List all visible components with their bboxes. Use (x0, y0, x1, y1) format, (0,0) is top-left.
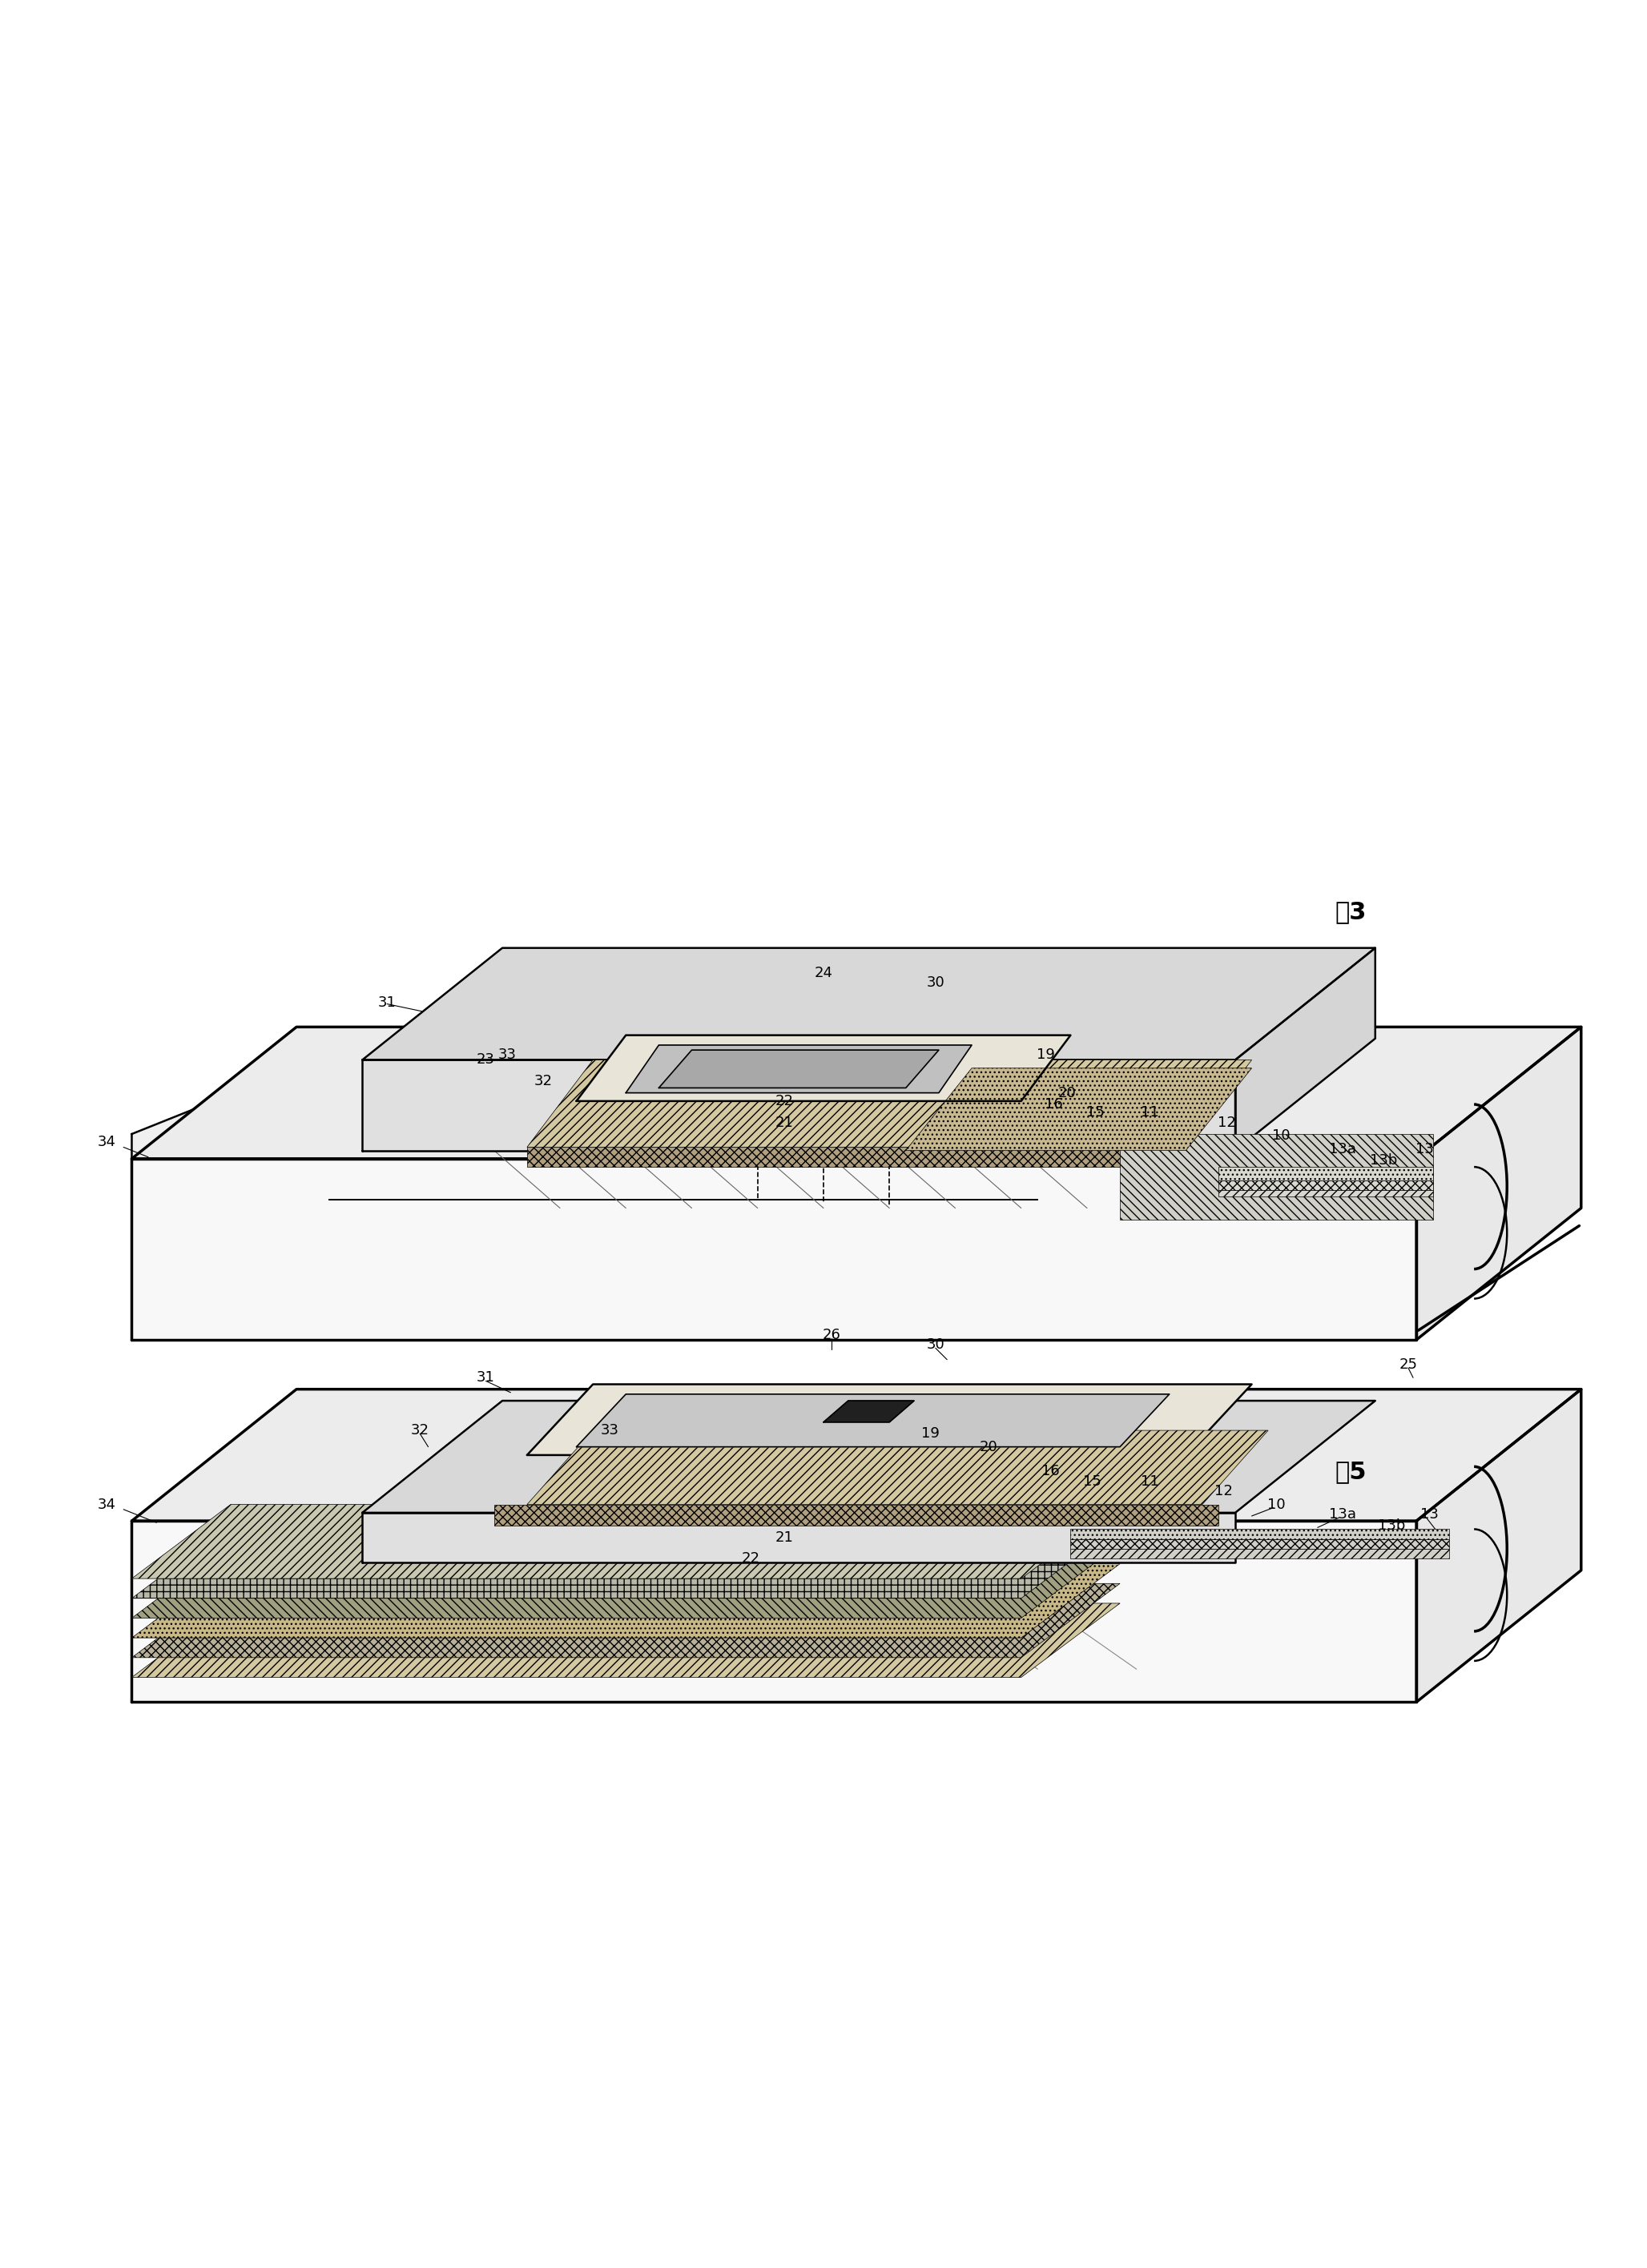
Text: 11: 11 (1140, 1474, 1159, 1488)
Text: 13b: 13b (1379, 1520, 1405, 1533)
Polygon shape (576, 1395, 1169, 1447)
Polygon shape (132, 1563, 1120, 1637)
Polygon shape (132, 1159, 1416, 1340)
Polygon shape (824, 1402, 914, 1422)
Polygon shape (1071, 1549, 1449, 1558)
Polygon shape (1416, 1390, 1581, 1701)
Text: 12: 12 (1217, 1116, 1237, 1129)
Polygon shape (1219, 1191, 1433, 1198)
Polygon shape (132, 1545, 1120, 1617)
Polygon shape (132, 1504, 1120, 1579)
Text: 16: 16 (1044, 1098, 1064, 1111)
Polygon shape (132, 1583, 1120, 1658)
Text: 33: 33 (600, 1424, 619, 1438)
Text: 25: 25 (1398, 1356, 1418, 1372)
Polygon shape (494, 1504, 1219, 1526)
Text: 34: 34 (97, 1134, 117, 1150)
Polygon shape (1071, 1540, 1449, 1549)
Text: 13b: 13b (1370, 1152, 1397, 1168)
Text: 12: 12 (1214, 1483, 1234, 1499)
Polygon shape (1416, 1027, 1581, 1340)
Polygon shape (659, 1050, 939, 1089)
Text: 10: 10 (1267, 1497, 1286, 1513)
Polygon shape (132, 1027, 1581, 1159)
Text: 19: 19 (921, 1427, 940, 1440)
Text: 32: 32 (410, 1424, 430, 1438)
Text: 22: 22 (774, 1093, 794, 1109)
Polygon shape (576, 1034, 1071, 1100)
Text: 10: 10 (1271, 1129, 1291, 1143)
Text: 13: 13 (1420, 1508, 1439, 1522)
Polygon shape (132, 1390, 1581, 1522)
Polygon shape (362, 948, 1375, 1059)
Text: 26: 26 (822, 1327, 842, 1343)
Polygon shape (527, 1431, 1268, 1504)
Polygon shape (1235, 948, 1375, 1150)
Text: 21: 21 (774, 1116, 794, 1129)
Polygon shape (527, 1148, 1186, 1168)
Polygon shape (362, 1402, 1375, 1513)
Polygon shape (132, 1522, 1416, 1701)
Text: 15: 15 (1085, 1105, 1105, 1120)
Text: 33: 33 (497, 1048, 517, 1061)
Polygon shape (132, 1068, 296, 1331)
Text: 31: 31 (377, 996, 397, 1009)
Polygon shape (906, 1068, 1252, 1150)
Text: 13a: 13a (1329, 1508, 1355, 1522)
Text: 22: 22 (741, 1551, 761, 1565)
Polygon shape (132, 1603, 1120, 1678)
Polygon shape (362, 1059, 1235, 1150)
Text: 16: 16 (1041, 1465, 1061, 1479)
Polygon shape (1219, 1179, 1433, 1191)
Polygon shape (527, 1383, 1252, 1456)
Text: 31: 31 (476, 1370, 496, 1386)
Polygon shape (362, 1513, 1235, 1563)
Text: 图3: 图3 (1334, 900, 1367, 923)
Text: 19: 19 (1036, 1048, 1056, 1061)
Text: 30: 30 (926, 975, 945, 989)
Polygon shape (1219, 1168, 1433, 1179)
Text: 23: 23 (476, 1052, 496, 1068)
Text: 24: 24 (814, 966, 833, 980)
Text: 13: 13 (1415, 1141, 1435, 1157)
Text: 20: 20 (978, 1440, 998, 1454)
Text: 图5: 图5 (1334, 1461, 1367, 1483)
Polygon shape (132, 1524, 1120, 1599)
Text: 34: 34 (97, 1497, 117, 1513)
Text: 30: 30 (926, 1338, 945, 1352)
Polygon shape (1071, 1529, 1449, 1540)
Text: 32: 32 (534, 1075, 553, 1089)
Polygon shape (1120, 1134, 1433, 1220)
Text: 11: 11 (1140, 1105, 1159, 1120)
Text: 13a: 13a (1329, 1141, 1355, 1157)
Polygon shape (626, 1046, 972, 1093)
Text: 15: 15 (1082, 1474, 1102, 1488)
Text: 20: 20 (1057, 1086, 1077, 1100)
Polygon shape (527, 1059, 1252, 1148)
Text: 21: 21 (774, 1531, 794, 1545)
